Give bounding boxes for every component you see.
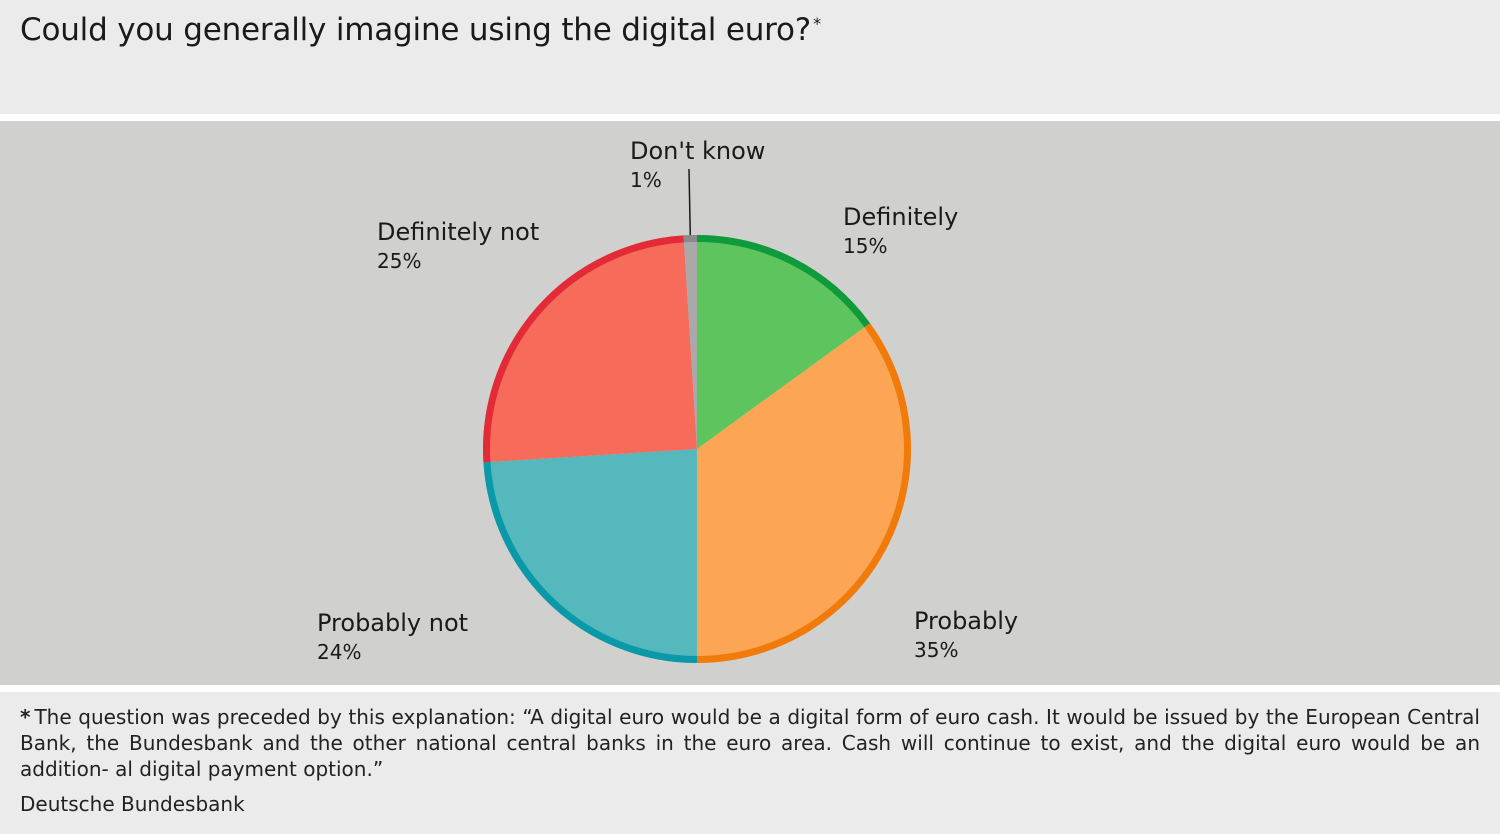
pie-chart: Definitely 15% Probably 35% Probably not 24% D… xyxy=(317,137,1018,664)
divider-bottom xyxy=(0,685,1500,692)
chart-title: Could you generally imagine using the di… xyxy=(20,12,821,48)
slice-value-definitely: 15% xyxy=(843,234,887,258)
slice-value-probably: 35% xyxy=(914,638,958,662)
chart-title-text: Could you generally imagine using the di… xyxy=(20,12,812,48)
pie-slice-probably-not xyxy=(483,449,697,663)
footnote-mark: * xyxy=(20,705,31,729)
pie-slice-rim-definitely-not xyxy=(483,235,685,463)
slice-label-probably: Probably xyxy=(914,607,1018,635)
slice-value-probably-not: 24% xyxy=(317,640,361,664)
source: Deutsche Bundesbank xyxy=(20,792,245,816)
slice-value-don-t-know: 1% xyxy=(630,168,662,192)
chart-area: Definitely 15% Probably 35% Probably not 24% D… xyxy=(0,121,1500,685)
divider-top xyxy=(0,114,1500,121)
leader-line-don-t-know xyxy=(688,168,692,236)
footnote-text: The question was preceded by this explan… xyxy=(20,705,1480,781)
pie-slice-definitely-not xyxy=(482,235,697,463)
chart-header: Could you generally imagine using the di… xyxy=(0,0,1500,114)
slice-value-definitely-not: 25% xyxy=(377,249,421,273)
pie-slice-rim-definitely xyxy=(696,235,871,328)
chart-footer: * The question was preceded by this expla… xyxy=(0,692,1500,834)
slice-label-definitely: Definitely xyxy=(843,203,958,231)
slice-label-probably-not: Probably not xyxy=(317,609,468,637)
pie-slice-don-t-know xyxy=(683,235,697,449)
pie-slice-definitely xyxy=(697,235,871,449)
pie-slice-rim-probably-not xyxy=(483,461,698,663)
pie-slice-rim-probably xyxy=(696,323,911,663)
pie-slice-probably xyxy=(697,323,911,663)
title-footnote-mark: * xyxy=(813,13,821,33)
slice-label-definitely-not: Definitely not xyxy=(377,218,539,246)
footnote: * The question was preceded by this expla… xyxy=(20,704,1480,782)
slice-label-don-t-know: Don't know xyxy=(630,137,765,165)
